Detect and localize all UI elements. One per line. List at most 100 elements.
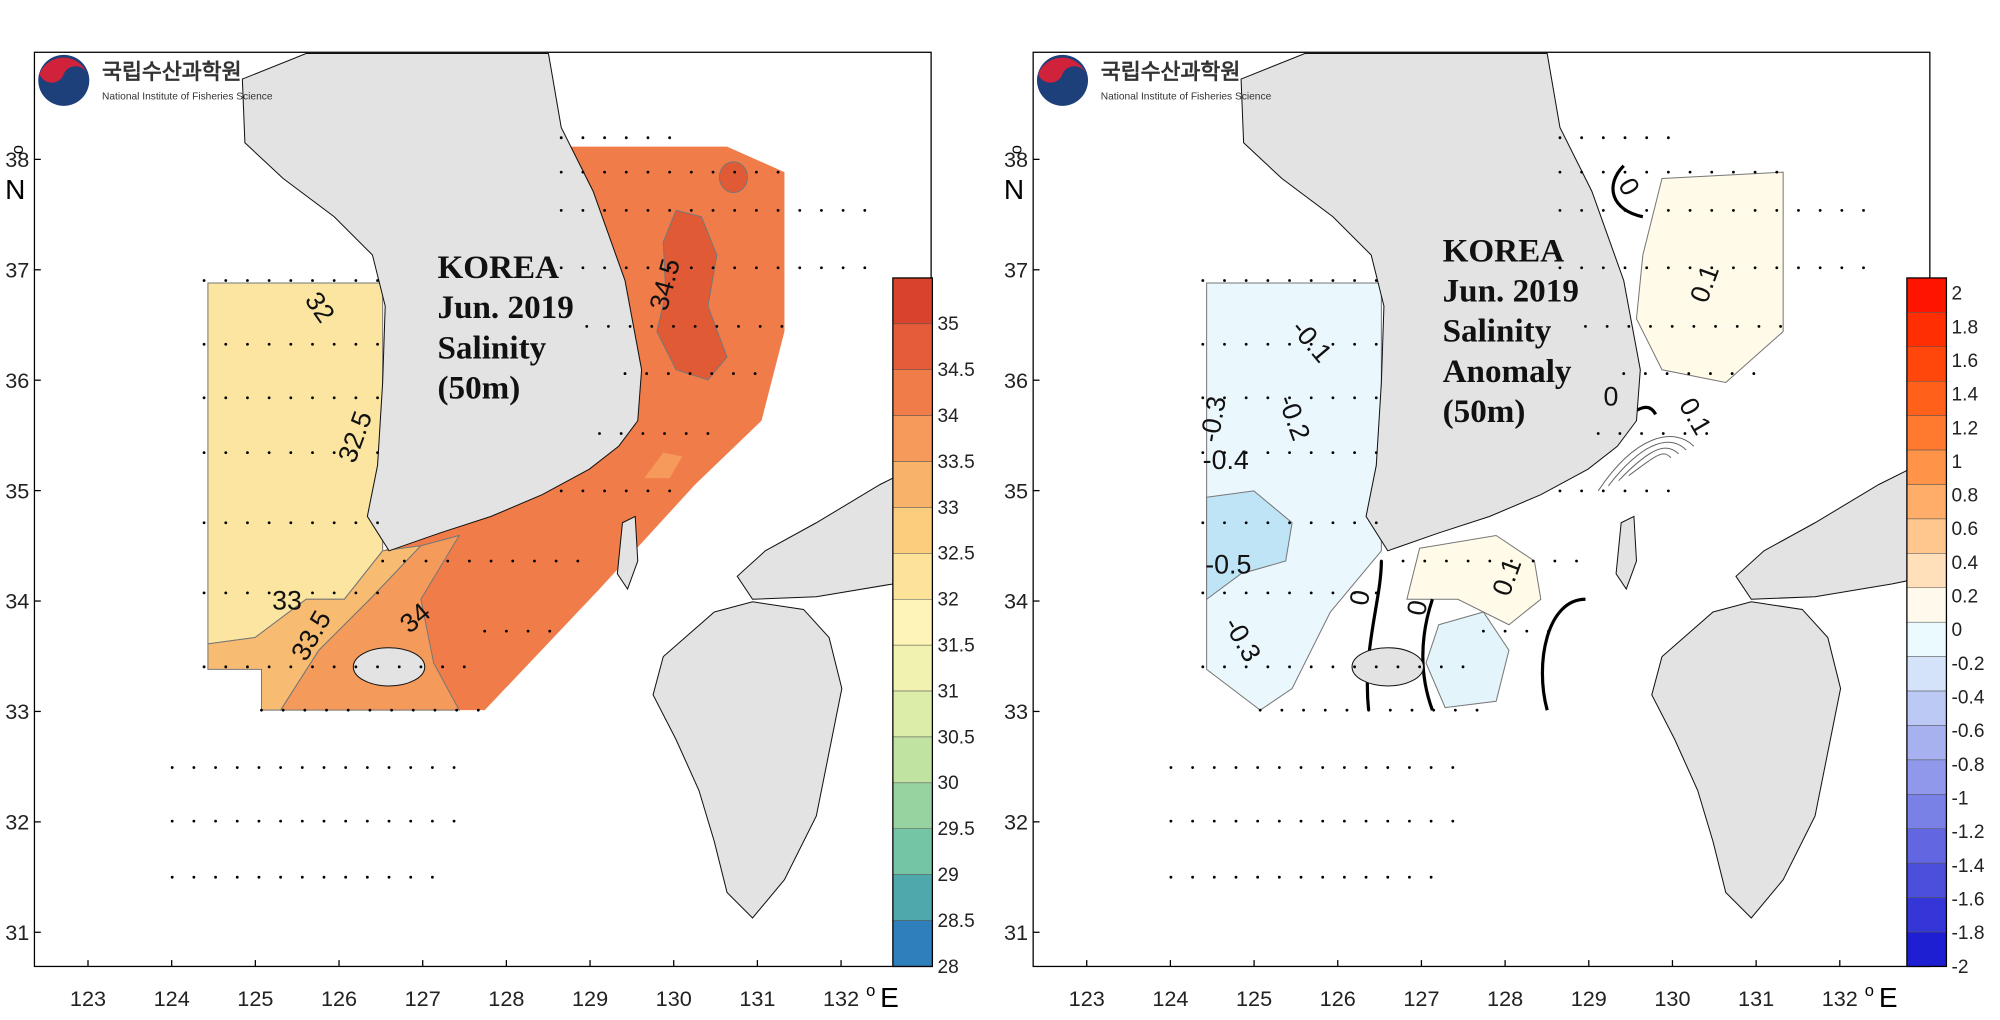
station-dot bbox=[603, 208, 606, 212]
station-dot bbox=[289, 396, 293, 400]
station-dot bbox=[1288, 665, 1291, 669]
map-title: Jun. 2019 bbox=[1443, 273, 1579, 310]
degree-mark: o bbox=[1007, 145, 1026, 154]
contour-label: -0.5 bbox=[1205, 550, 1251, 580]
station-dot bbox=[624, 266, 628, 270]
station-dot bbox=[619, 432, 623, 435]
station-dot bbox=[1645, 208, 1649, 212]
station-dot bbox=[1623, 208, 1627, 212]
station-dot bbox=[1840, 208, 1844, 212]
station-dot bbox=[267, 591, 271, 595]
station-dot bbox=[489, 559, 493, 563]
station-dot bbox=[504, 629, 508, 633]
map-body bbox=[1169, 53, 1930, 919]
colorbar-label: 34.5 bbox=[938, 360, 975, 381]
station-dot bbox=[419, 665, 423, 669]
station-dot bbox=[733, 208, 737, 212]
station-dot bbox=[332, 396, 336, 400]
logo-text: 국립수산과학원 bbox=[1101, 59, 1240, 84]
station-dot bbox=[1779, 324, 1783, 328]
station-dot bbox=[1353, 451, 1356, 455]
lat-tick-label: 31 bbox=[1004, 920, 1028, 945]
station-dot bbox=[1753, 266, 1757, 270]
station-dot bbox=[689, 208, 693, 212]
station-dot bbox=[1553, 559, 1557, 563]
station-dot bbox=[668, 136, 672, 140]
station-dot bbox=[267, 342, 271, 346]
lon-tick-label: 130 bbox=[656, 986, 692, 1011]
station-dot bbox=[733, 170, 737, 174]
colorbar-swatch bbox=[1906, 828, 1947, 864]
land bbox=[1651, 601, 1842, 919]
anomaly-zone bbox=[1406, 534, 1542, 626]
colorbar-label: -0.4 bbox=[1952, 688, 1985, 709]
station-dot bbox=[672, 324, 675, 328]
station-dot bbox=[628, 324, 632, 328]
station-dot bbox=[1201, 342, 1205, 346]
station-dot bbox=[1705, 432, 1709, 435]
station-dot bbox=[279, 875, 283, 879]
station-dot bbox=[1244, 342, 1248, 346]
station-dot bbox=[646, 170, 650, 174]
station-dot bbox=[235, 766, 239, 769]
land bbox=[241, 53, 643, 552]
colorbar-label: -1 bbox=[1952, 789, 1969, 810]
station-dot bbox=[1408, 875, 1411, 879]
station-dot bbox=[1558, 136, 1562, 140]
jeju-island bbox=[352, 647, 426, 687]
station-dot bbox=[446, 559, 450, 563]
station-dot bbox=[1201, 665, 1205, 669]
station-dot bbox=[1277, 766, 1281, 769]
station-dot bbox=[1302, 708, 1305, 712]
colorbar-label: 2 bbox=[1952, 284, 1963, 305]
colorbar-swatch bbox=[892, 323, 933, 371]
station-dot bbox=[663, 432, 666, 435]
station-dot bbox=[1418, 665, 1422, 669]
colorbar-label: 1.8 bbox=[1952, 317, 1979, 338]
colorbar-label: 31 bbox=[938, 681, 959, 702]
station-dot bbox=[1299, 766, 1303, 769]
station-dot bbox=[711, 170, 715, 174]
lat-tick-label: 38 bbox=[1004, 147, 1028, 172]
station-dot bbox=[354, 591, 358, 595]
colorbar-label: 0.8 bbox=[1952, 486, 1979, 507]
station-dot bbox=[754, 208, 758, 212]
station-dot bbox=[1482, 629, 1485, 633]
station-dot bbox=[1688, 170, 1692, 174]
station-dot bbox=[476, 708, 480, 712]
station-dot bbox=[1666, 266, 1670, 270]
station-dot bbox=[1757, 324, 1761, 328]
station-dot bbox=[1353, 591, 1356, 595]
station-dot bbox=[1687, 372, 1691, 375]
station-dot bbox=[1353, 342, 1356, 346]
station-dot bbox=[1623, 489, 1627, 493]
lon-tick-label: 124 bbox=[1152, 986, 1188, 1011]
lat-unit: N bbox=[5, 174, 25, 205]
colorbar-swatch bbox=[892, 507, 933, 554]
station-dot bbox=[1201, 521, 1205, 525]
lon-tick-label: 128 bbox=[488, 986, 524, 1011]
station-dot bbox=[1601, 136, 1605, 140]
map-title: Jun. 2019 bbox=[438, 289, 574, 326]
colorbar-label: 32.5 bbox=[938, 544, 975, 565]
station-dot bbox=[1451, 819, 1455, 823]
station-dot bbox=[1288, 521, 1291, 525]
station-dot bbox=[559, 170, 563, 174]
logo-subtext: National Institute of Fisheries Science bbox=[102, 91, 273, 102]
station-dot bbox=[430, 766, 434, 769]
station-dot bbox=[1367, 708, 1371, 712]
station-dot bbox=[1645, 136, 1649, 140]
colorbar-swatch bbox=[892, 782, 933, 830]
station-dot bbox=[424, 559, 428, 563]
contour-label: -0.4 bbox=[1203, 445, 1249, 475]
station-dot bbox=[1429, 875, 1433, 879]
station-dot bbox=[257, 875, 261, 879]
land bbox=[616, 515, 639, 591]
lon-tick-label: 126 bbox=[1320, 986, 1356, 1011]
colorbar-swatch bbox=[1906, 484, 1947, 520]
station-dot bbox=[1266, 591, 1270, 595]
station-dot bbox=[1331, 665, 1335, 669]
station-dot bbox=[1547, 629, 1550, 633]
station-dot bbox=[585, 324, 589, 328]
